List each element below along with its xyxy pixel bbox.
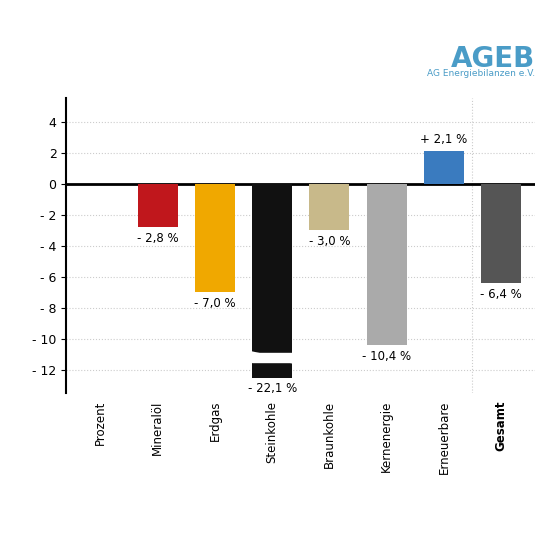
Bar bbox=[310, 183, 349, 230]
Text: - 22,1 %: - 22,1 % bbox=[248, 382, 297, 395]
Text: - 6,4 %: - 6,4 % bbox=[480, 288, 522, 301]
Text: - 7,0 %: - 7,0 % bbox=[194, 297, 236, 310]
Text: - 10,4 %: - 10,4 % bbox=[362, 349, 411, 363]
Bar bbox=[367, 183, 407, 345]
Text: - 2,8 %: - 2,8 % bbox=[137, 232, 179, 245]
Bar bbox=[138, 183, 178, 227]
Bar bbox=[481, 183, 521, 283]
Text: AG Energiebilanzen e.V.: AG Energiebilanzen e.V. bbox=[427, 69, 535, 78]
Text: + 2,1 %: + 2,1 % bbox=[420, 133, 468, 146]
Bar bbox=[195, 183, 235, 292]
Text: - 3,0 %: - 3,0 % bbox=[309, 235, 350, 248]
Text: AGEB: AGEB bbox=[451, 45, 535, 73]
Bar bbox=[424, 151, 464, 183]
Bar bbox=[252, 183, 292, 378]
